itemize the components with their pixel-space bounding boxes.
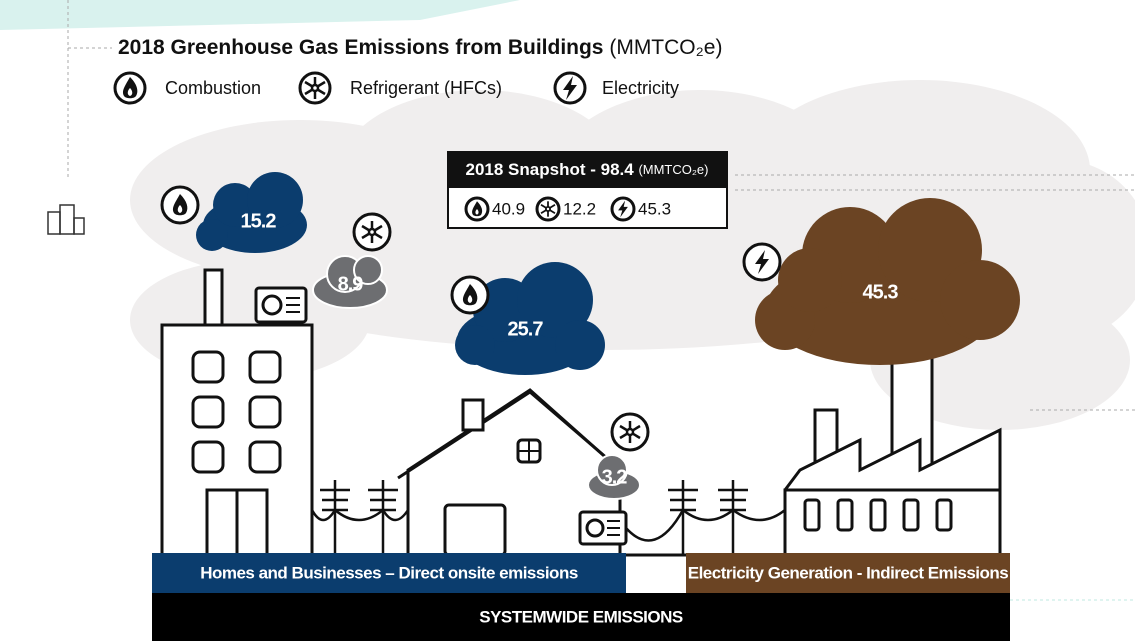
snapshot-value: 12.2 bbox=[563, 199, 596, 218]
snapshot-value: 45.3 bbox=[638, 199, 671, 218]
snapshot-title-text: 2018 Snapshot - 98.4 bbox=[466, 160, 635, 179]
infographic: 2018 Greenhouse Gas Emissions from Build… bbox=[0, 0, 1135, 641]
cloud-value: 45.3 bbox=[863, 281, 899, 303]
snapshot-title: 2018 Snapshot - 98.4 (MMTCO₂e) bbox=[466, 160, 709, 179]
snapshot-value: 40.9 bbox=[492, 199, 525, 218]
total-label: SYSTEMWIDE EMISSIONS bbox=[479, 607, 683, 626]
snapshot-unit: (MMTCO₂e) bbox=[638, 162, 708, 177]
building-icon bbox=[48, 205, 84, 234]
cloud-value: 8.9 bbox=[338, 273, 364, 295]
cloud-value: 25.7 bbox=[508, 318, 544, 340]
title-unit: (MMTCO₂e) bbox=[609, 36, 722, 59]
title-text: 2018 Greenhouse Gas Emissions from Build… bbox=[118, 36, 603, 59]
ac-unit bbox=[256, 288, 306, 322]
direct-label: Homes and Businesses – Direct onsite emi… bbox=[200, 563, 578, 582]
decor bbox=[0, 0, 520, 30]
cloud-value: 3.2 bbox=[602, 466, 628, 488]
indirect-label: Electricity Generation - Indirect Emissi… bbox=[688, 563, 1009, 582]
legend-label: Combustion bbox=[165, 78, 261, 98]
cloud-value: 15.2 bbox=[241, 210, 277, 232]
legend-label: Electricity bbox=[602, 78, 679, 98]
ac-unit bbox=[580, 512, 626, 544]
legend-label: Refrigerant (HFCs) bbox=[350, 78, 502, 98]
chimney bbox=[205, 270, 222, 326]
title: 2018 Greenhouse Gas Emissions from Build… bbox=[118, 36, 722, 59]
